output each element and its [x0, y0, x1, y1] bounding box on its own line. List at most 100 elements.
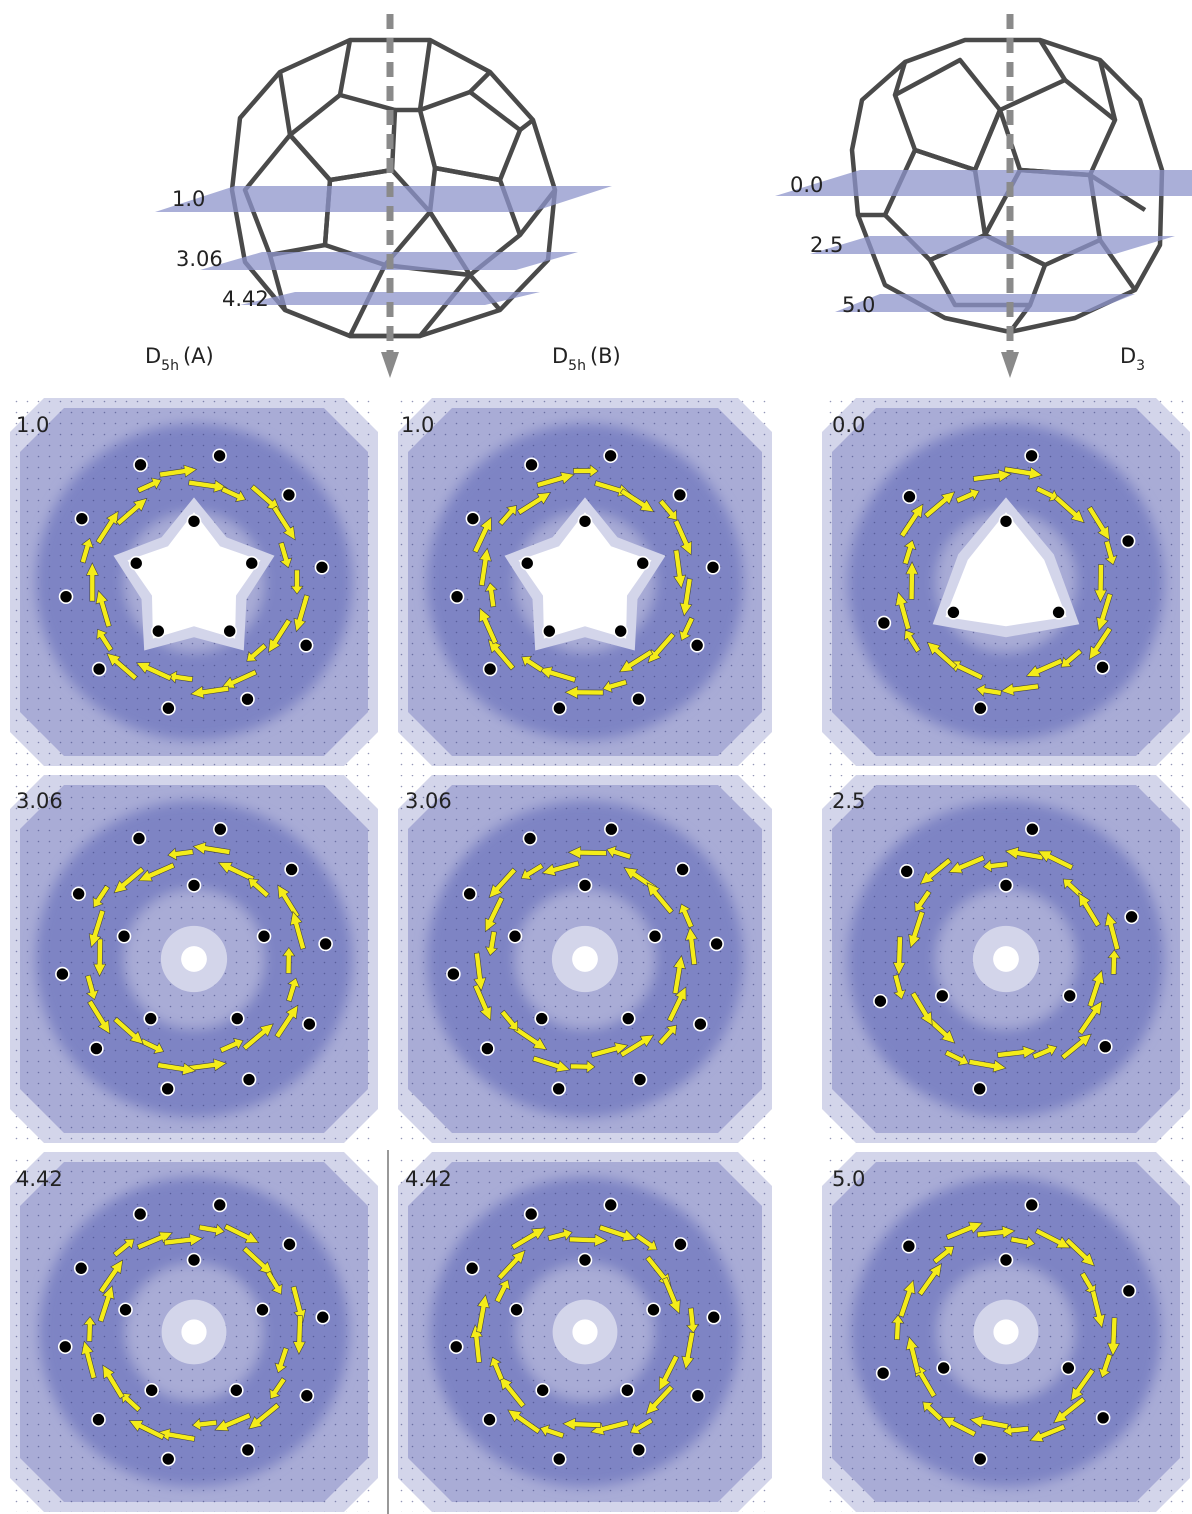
atom-marker: [972, 1451, 988, 1467]
current-arrow: [282, 946, 296, 974]
atom-marker: [577, 513, 593, 529]
atom-marker: [613, 623, 628, 639]
atom-marker: [899, 863, 915, 879]
panel-label-r3-c3: 5.0: [832, 1167, 865, 1191]
current-arrow: [159, 464, 198, 478]
panel-label-r2-c3: 2.5: [832, 789, 865, 813]
atom-marker: [284, 862, 299, 877]
current-arrow: [290, 569, 304, 595]
atom-marker: [240, 691, 255, 707]
atom-marker: [690, 1388, 706, 1404]
current-arrow: [1070, 1368, 1096, 1402]
current-arrow: [277, 884, 300, 919]
atom-marker: [132, 1206, 148, 1222]
atom-marker: [523, 1206, 539, 1222]
current-arrow: [217, 862, 255, 882]
current-arrow: [87, 999, 111, 1035]
current-arrow: [997, 1045, 1037, 1059]
atom-marker: [255, 1302, 270, 1318]
atom-marker: [212, 448, 227, 464]
column-title-d3: D3: [1120, 344, 1145, 374]
current-arrow: [265, 1270, 283, 1295]
current-arrow: [290, 910, 306, 950]
current-arrow: [478, 547, 492, 587]
atom-marker: [144, 1382, 159, 1398]
current-arrow: [1107, 949, 1121, 975]
panel-r3-c1: [10, 1152, 378, 1512]
current-arrow: [1086, 505, 1110, 541]
atom-marker: [448, 1339, 464, 1355]
current-arrow: [619, 488, 655, 513]
current-arrow: [246, 643, 268, 662]
current-arrow: [500, 1009, 519, 1031]
atom-marker: [151, 623, 166, 639]
current-arrow: [941, 1417, 977, 1437]
current-arrow: [905, 561, 919, 600]
current-arrow: [1098, 1353, 1113, 1379]
current-arrow: [619, 649, 654, 673]
current-arrow: [96, 628, 114, 652]
atom-marker: [118, 1302, 133, 1318]
current-arrow: [945, 1221, 983, 1241]
current-arrow: [513, 1026, 548, 1051]
current-arrow: [219, 1037, 244, 1054]
atom-marker: [222, 623, 237, 639]
current-arrow: [602, 679, 628, 693]
current-arrow: [242, 1023, 274, 1051]
atom-marker: [603, 1197, 619, 1213]
current-arrow: [1103, 540, 1118, 566]
current-arrow: [666, 986, 687, 1023]
current-arrow: [268, 618, 292, 653]
plane-label-6: 5.0: [842, 293, 875, 317]
plane-label-1: 1.0: [172, 187, 205, 211]
current-arrow: [547, 1227, 573, 1242]
current-arrow: [220, 486, 247, 503]
current-arrow: [685, 1307, 700, 1334]
atom-marker: [299, 1388, 315, 1404]
atom-marker: [302, 1016, 317, 1032]
atom-marker: [875, 1365, 891, 1381]
atom-marker: [128, 555, 144, 571]
atom-marker: [646, 1302, 661, 1318]
current-arrow: [1094, 564, 1108, 603]
atom-marker: [1025, 821, 1040, 837]
current-arrow: [1079, 1271, 1097, 1295]
atom-marker: [91, 661, 107, 677]
atom-marker: [709, 936, 724, 952]
current-arrow: [635, 1233, 658, 1251]
slice-plane-3: [240, 292, 540, 305]
current-arrow: [1004, 846, 1044, 861]
current-arrow: [85, 974, 99, 1001]
current-arrow: [944, 1049, 969, 1066]
current-arrow: [658, 1354, 680, 1392]
current-arrow: [1087, 969, 1105, 1008]
atom-marker: [315, 1309, 331, 1325]
current-arrow: [497, 1249, 526, 1281]
current-arrow: [564, 685, 604, 699]
panel-label-r3-c1: 4.42: [16, 1167, 63, 1191]
current-arrow: [484, 930, 498, 956]
current-arrow: [248, 878, 270, 898]
fullerene-d3-molecule: 0.0 2.5 5.0: [775, 14, 1192, 378]
current-arrow: [136, 1231, 173, 1250]
current-arrow: [520, 863, 544, 880]
current-arrow: [1077, 1000, 1103, 1035]
atom-marker: [186, 1252, 202, 1268]
atom-marker: [620, 1011, 636, 1026]
current-arrow: [85, 562, 99, 602]
plane-label-3: 4.42: [222, 287, 269, 311]
current-arrow: [905, 1336, 921, 1375]
current-arrow: [619, 1034, 655, 1058]
current-arrow: [606, 845, 632, 860]
current-arrow: [92, 884, 110, 908]
atom-marker: [160, 1081, 175, 1097]
current-arrow: [678, 903, 694, 929]
atom-marker: [446, 966, 461, 982]
current-arrow: [923, 491, 956, 519]
current-arrow: [167, 847, 194, 861]
current-arrow: [102, 1364, 125, 1399]
atom-marker: [577, 1252, 593, 1268]
current-arrow: [167, 670, 194, 684]
current-arrow: [598, 1224, 637, 1242]
